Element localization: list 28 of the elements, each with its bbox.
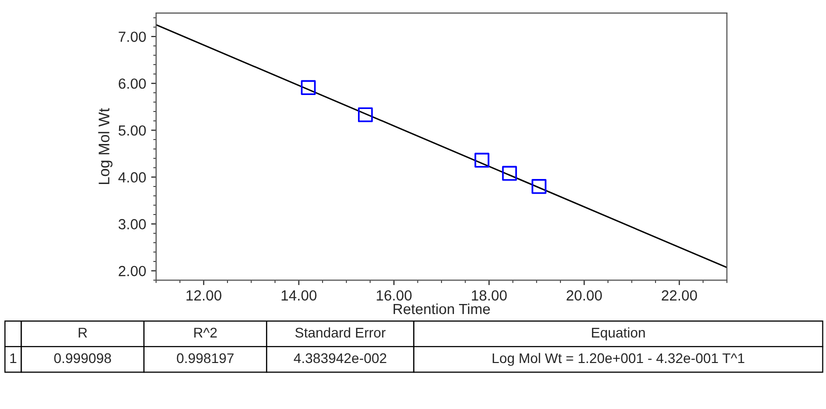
point [532, 179, 546, 194]
point [474, 152, 490, 168]
text: Standard Error [295, 327, 386, 338]
text: Log Mol Wt = 1.20e+001 - 4.32e-001 T^1 [492, 352, 744, 366]
x-tick-label: 16.00 [376, 290, 412, 301]
y-tick-label: 2.00 [118, 266, 146, 276]
x-axis-title: Retention Time [394, 303, 490, 314]
text: Equation [592, 327, 645, 340]
text: 1 [10, 353, 16, 363]
x-tick-label: 18.00 [472, 290, 507, 301]
x-tick-label: 14.00 [282, 290, 316, 301]
y-tick-label: 5.00 [118, 125, 146, 136]
x-tick-label: 22.00 [662, 290, 697, 301]
point [502, 166, 517, 181]
point [300, 80, 316, 96]
text: R [78, 328, 88, 338]
y-tick-label: 3.00 [118, 219, 146, 230]
text: R^2 [194, 328, 217, 338]
y-tick-label: 6.00 [118, 78, 146, 89]
y-tick-label: 7.00 [118, 32, 146, 42]
x-tick-label: 20.00 [566, 290, 602, 301]
x-tick-label: 12.00 [186, 290, 222, 301]
text: 0.998197 [176, 353, 234, 364]
y-tick-label: 4.00 [118, 172, 146, 183]
y-axis-title: Log Mol Wt [98, 108, 112, 184]
text: 0.999098 [54, 353, 112, 364]
point [358, 107, 373, 122]
text: 4.383942e-002 [294, 353, 386, 364]
